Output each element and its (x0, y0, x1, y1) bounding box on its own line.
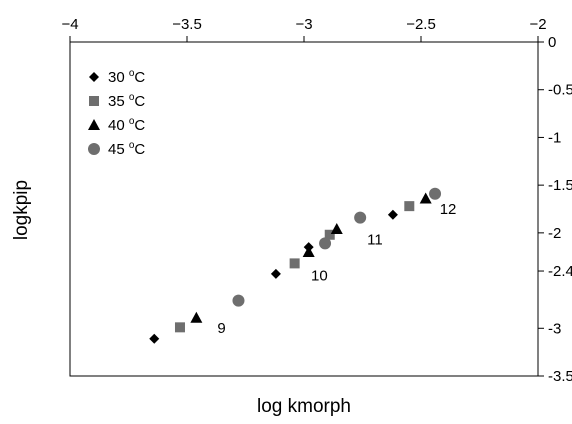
y-tick-label: -2 (548, 225, 561, 242)
y-axis-label: logkpip (11, 180, 32, 240)
legend-marker (89, 96, 99, 106)
data-point (387, 209, 398, 220)
legend-label: 35 oC (108, 92, 145, 110)
x-tick-label: −3.5 (172, 16, 202, 33)
legend-marker (88, 119, 100, 130)
data-point (232, 294, 245, 307)
y-axis: 0 -0.5 -1 -1.5 -2 -2.4 -3 -3.5 (538, 34, 572, 385)
annotation-label: 10 (311, 268, 328, 285)
data-point (319, 237, 332, 250)
data-point (149, 333, 160, 344)
legend-label: 30 oC (108, 68, 145, 86)
legend-label: 40 oC (108, 116, 145, 134)
y-tick-label: -1.5 (548, 177, 572, 194)
data-point (190, 311, 203, 323)
data-points (149, 187, 442, 344)
y-tick-label: -1 (548, 129, 561, 146)
data-point (404, 201, 415, 212)
legend-label: 45 oC (108, 140, 145, 158)
y-tick-label: -0.5 (548, 82, 572, 99)
x-tick-label: −4 (61, 16, 78, 33)
data-point (174, 322, 185, 333)
y-tick-label: 0 (548, 34, 556, 51)
legend-marker (89, 72, 99, 82)
annotation-label: 12 (440, 201, 457, 218)
data-point (330, 223, 343, 235)
y-tick-label: -3.5 (548, 368, 572, 385)
point-annotations: 9 10 11 12 (217, 201, 456, 337)
data-point (324, 229, 335, 240)
annotation-label: 9 (217, 320, 225, 337)
legend-marker (88, 143, 100, 155)
x-tick-label: −2.5 (406, 16, 436, 33)
x-tick-label: −2 (529, 16, 546, 33)
data-point (289, 258, 300, 269)
x-axis: −4 −3.5 −3 −2.5 −2 (61, 16, 547, 42)
data-point (429, 187, 442, 200)
annotation-label: 11 (367, 231, 383, 248)
y-tick-label: -3 (548, 320, 561, 337)
data-point (270, 268, 281, 279)
data-point (419, 192, 432, 204)
legend: 30 oC 35 oC 40 oC 45 oC (88, 68, 145, 158)
x-axis-label: log kmorph (257, 396, 351, 417)
data-point (302, 245, 315, 257)
y-tick-label: -2.4 (548, 263, 572, 280)
data-point (354, 211, 367, 224)
x-tick-label: −3 (295, 16, 312, 33)
